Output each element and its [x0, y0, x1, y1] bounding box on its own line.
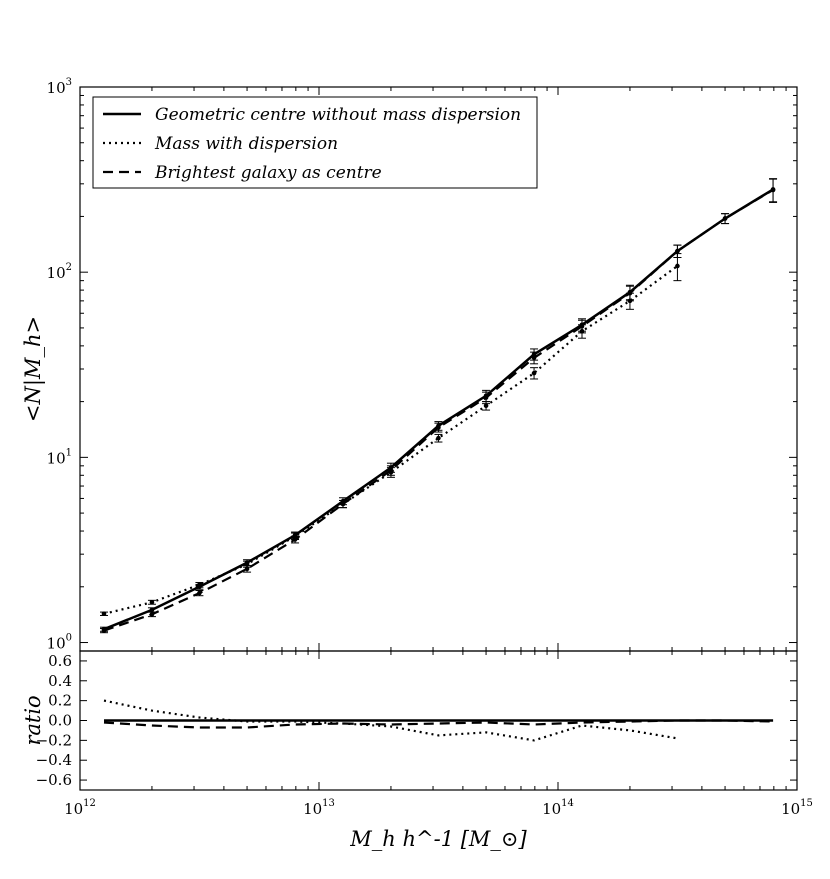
- data-point: [197, 590, 202, 596]
- y-tick-label: 0.2: [48, 692, 72, 710]
- x-tick-label: 1012: [64, 798, 96, 818]
- data-point: [292, 537, 298, 542]
- data-point: [340, 501, 346, 507]
- main-y-axis-label: <N|M_h>: [21, 316, 46, 422]
- data-point: [770, 187, 776, 193]
- y-tick-label: 102: [47, 262, 72, 282]
- data-point: [483, 403, 489, 409]
- main-y-axis-label-text: <N|M_h>: [21, 316, 46, 422]
- legend-label: Brightest galaxy as centre: [154, 163, 382, 183]
- data-point: [675, 263, 680, 269]
- data-point: [149, 599, 155, 605]
- y-tick-label: 0.4: [48, 672, 72, 690]
- series-line: [103, 188, 774, 632]
- data-point: [483, 395, 489, 400]
- y-tick-label: 0.0: [48, 712, 72, 730]
- y-tick-label: 101: [47, 447, 72, 467]
- series-line: [103, 188, 774, 631]
- y-tick-label: −0.4: [36, 751, 72, 769]
- series-dotted: [99, 253, 682, 617]
- ratio-y-axis-label-text: ratio: [21, 695, 45, 745]
- data-point: [531, 355, 537, 361]
- series-solid: [99, 178, 778, 632]
- data-point: [675, 248, 680, 254]
- data-point: [722, 216, 728, 221]
- x-tick-label: 1014: [542, 798, 574, 818]
- data-point: [531, 370, 537, 376]
- legend-label: Mass with dispersion: [154, 134, 338, 154]
- ratio-line-dotted: [103, 699, 678, 742]
- ratio-panel: 0.6 0.4 0.2 0.0−0.2 −0.4 −0.6 1012 1013 1014 1015: [36, 650, 813, 818]
- x-tick-label: 1015: [781, 798, 813, 818]
- y-tick-label: 100: [47, 633, 72, 653]
- y-tick-label: −0.6: [36, 771, 72, 789]
- data-point: [197, 582, 202, 588]
- legend-label: Geometric centre without mass dispersion: [155, 105, 521, 125]
- y-tick-label: 0.6: [48, 652, 72, 670]
- y-tick-label: −0.2: [36, 731, 72, 749]
- legend: Geometric centre without mass dispersion…: [92, 96, 538, 189]
- data-point: [579, 324, 585, 329]
- data-point: [627, 290, 633, 296]
- data-point: [149, 607, 155, 613]
- data-point: [244, 566, 250, 572]
- data-point: [388, 468, 394, 473]
- data-point: [436, 425, 441, 430]
- main-panel: 100 101 102 103: [47, 77, 798, 653]
- series-dashed: [99, 178, 778, 634]
- ratio-y-axis-label: ratio: [21, 695, 45, 745]
- x-axis-label-text: M_h h^-1 [M_⊙]: [349, 827, 527, 851]
- data-point: [101, 628, 107, 633]
- y-tick-label: 103: [47, 77, 72, 97]
- x-tick-label: 1013: [303, 798, 335, 818]
- data-point: [149, 612, 155, 617]
- legend-frame: [92, 96, 538, 189]
- data-point: [101, 611, 107, 617]
- data-point: [436, 435, 441, 441]
- x-axis-label: M_h h^-1 [M_⊙]: [349, 827, 527, 851]
